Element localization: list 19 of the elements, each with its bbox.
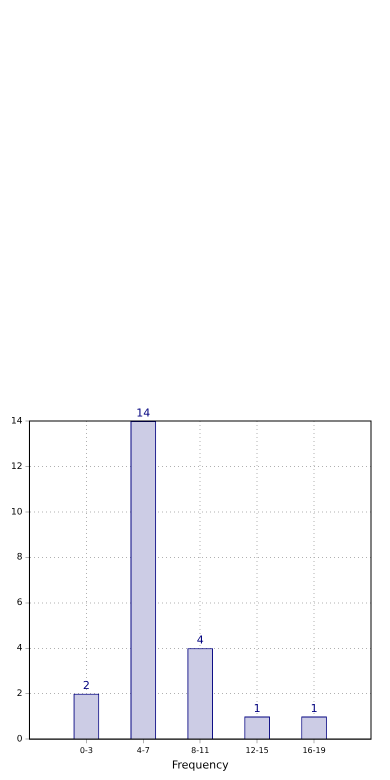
- y-tick-label: 2: [16, 689, 22, 700]
- data-label: 14: [136, 406, 150, 420]
- data-label: 1: [310, 702, 318, 715]
- data-label: 1: [254, 702, 261, 715]
- y-tick-label: 14: [11, 416, 23, 426]
- x-axis-title: Frequency: [172, 758, 230, 772]
- y-tick-label: 6: [16, 598, 23, 608]
- y-tick-label: 10: [11, 507, 23, 518]
- data-label: 4: [196, 634, 204, 647]
- y-tick-label: 4: [16, 644, 23, 654]
- x-tick-label: 16-19: [302, 746, 326, 756]
- x-tick-label: 4-7: [136, 746, 150, 756]
- x-tick-label: 8-11: [191, 746, 210, 756]
- y-tick-label: 8: [16, 552, 23, 563]
- x-tick-label: 12-15: [246, 746, 269, 756]
- y-tick-label: 0: [16, 734, 23, 745]
- x-tick-label: 0-3: [80, 746, 93, 756]
- y-tick-label: 12: [11, 462, 22, 472]
- data-label: 2: [82, 679, 90, 692]
